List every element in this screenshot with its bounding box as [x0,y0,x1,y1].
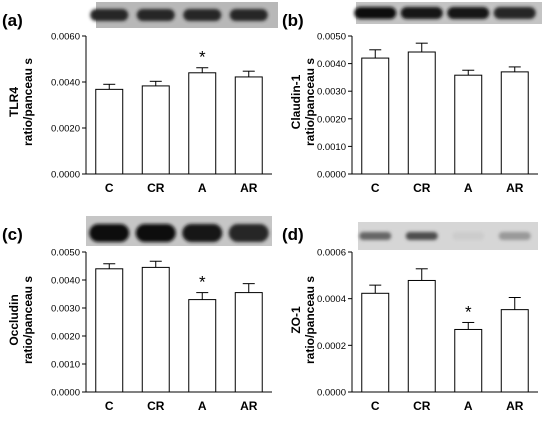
y-tick-label: 0.0020 [51,124,80,135]
y-tick-label: 0.0000 [317,388,346,399]
bar-ar [234,292,263,393]
y-axis-title-line-1: ZO-1 [289,306,303,334]
bar-c [361,292,390,393]
y-tick-label: 0.0040 [51,276,80,287]
y-tick-label: 0.0040 [317,59,346,70]
y-tick-label: 0.0006 [317,248,346,259]
bar-a [454,328,483,393]
x-tick-label: AR [506,181,524,195]
y-tick-label: 0.0020 [317,114,346,125]
y-tick-label: 0.0040 [51,78,80,89]
blot-band-a [447,7,490,19]
x-tick-label: A [464,181,473,195]
blot-band-a [183,9,222,21]
panel-label: (c) [2,225,23,244]
y-tick-label: 0.0002 [317,341,346,352]
blot-band-ar [229,9,268,21]
significance-marker: * [199,48,206,67]
y-tick-label: 0.0000 [51,170,80,181]
blot-band-cr [135,224,176,242]
y-tick-label: 0.0010 [51,360,80,371]
y-axis-title-line-2: ratio/panceau s [21,58,35,146]
significance-marker: * [199,273,206,292]
y-axis-title-line-1: TLR4 [7,87,21,117]
blot-band-a [452,232,485,240]
y-tick-label: 0.0060 [51,32,80,43]
x-tick-label: CR [413,399,431,413]
bar-a [188,299,217,393]
blot-band-cr [136,9,175,21]
panel-label: (a) [2,11,23,30]
blot-band-ar [493,7,536,19]
x-tick-label: CR [413,181,431,195]
blot-band-c [90,9,129,21]
plot-area: 0.0000 0.0020 0.0040 0.0060 C CR A * AR [51,32,272,195]
y-tick-label: 0.0010 [317,142,346,153]
y-tick-label: 0.0050 [51,248,80,259]
blot-bands [90,9,268,21]
panel-label: (d) [282,225,304,244]
blot-bands [89,224,269,242]
x-tick-label: C [105,399,114,413]
blot-band-cr [405,232,438,240]
x-tick-label: A [464,399,473,413]
blot-band-c [354,7,397,19]
bar-c [361,57,390,175]
blot-band-c [359,232,392,240]
x-tick-label: AR [506,399,524,413]
bar-a [188,72,217,175]
x-tick-label: A [198,399,207,413]
blot-band-c [89,224,130,242]
y-tick-label: 0.0004 [317,294,346,305]
bar-cr [141,266,170,393]
blot-band-a [182,224,223,242]
plot-area: 0.0000 0.0002 0.0004 0.0006 C CR A * AR [317,248,538,413]
x-tick-label: AR [240,399,258,413]
y-tick-label: 0.0030 [51,304,80,315]
y-tick-label: 0.0000 [317,170,346,181]
panel-label: (b) [282,11,304,30]
bar-a [454,74,483,175]
bar-cr [407,279,436,393]
x-tick-label: C [371,399,380,413]
plot-area: 0.0000 0.0010 0.0020 0.0030 0.0040 0.0050 C CR A… [51,248,272,413]
y-axis-title-line-2: ratio/panceau s [303,276,317,364]
y-tick-label: 0.0050 [317,32,346,43]
bar-ar [500,309,529,393]
blot-band-ar [498,232,531,240]
bar-c [95,268,124,393]
x-tick-label: CR [147,181,165,195]
x-tick-label: C [105,181,114,195]
bar-ar [234,76,263,175]
y-axis-title-line-1: Occludin [7,294,21,345]
y-axis-title-line-1: Claudin-1 [289,74,303,129]
bar-ar [500,71,529,175]
x-tick-label: C [371,181,380,195]
significance-marker: * [465,302,472,321]
x-tick-label: A [198,181,207,195]
panel-a: (a) TLR4 ratio/panceau s 0.00000.00200.0… [2,2,278,195]
blot-band-ar [228,224,269,242]
y-axis-title-line-2: ratio/panceau s [21,276,35,364]
y-axis-title-line-2: ratio/panceau s [303,58,317,146]
y-tick-label: 0.0020 [51,332,80,343]
x-tick-label: CR [147,399,165,413]
plot-area: 0.0000 0.0010 0.0020 0.0030 0.0040 0.0050 C CR A… [317,32,538,195]
bar-cr [407,51,436,175]
y-tick-label: 0.0030 [317,87,346,98]
x-tick-label: AR [240,181,258,195]
panel-b: (b) Claudin-1 ratio/panceau s 0.00000.00… [282,2,542,195]
y-tick-label: 0.0000 [51,388,80,399]
bar-cr [141,85,170,175]
bar-c [95,88,124,175]
panel-d: (d) ZO-1 ratio/panceau s 0.00000.00020.0… [282,222,538,413]
blot-band-cr [400,7,443,19]
panel-c: (c) Occludin ratio/panceau s 0.0000 0.001… [2,216,272,413]
blot-bands [359,232,531,240]
blot-bands [354,7,536,19]
